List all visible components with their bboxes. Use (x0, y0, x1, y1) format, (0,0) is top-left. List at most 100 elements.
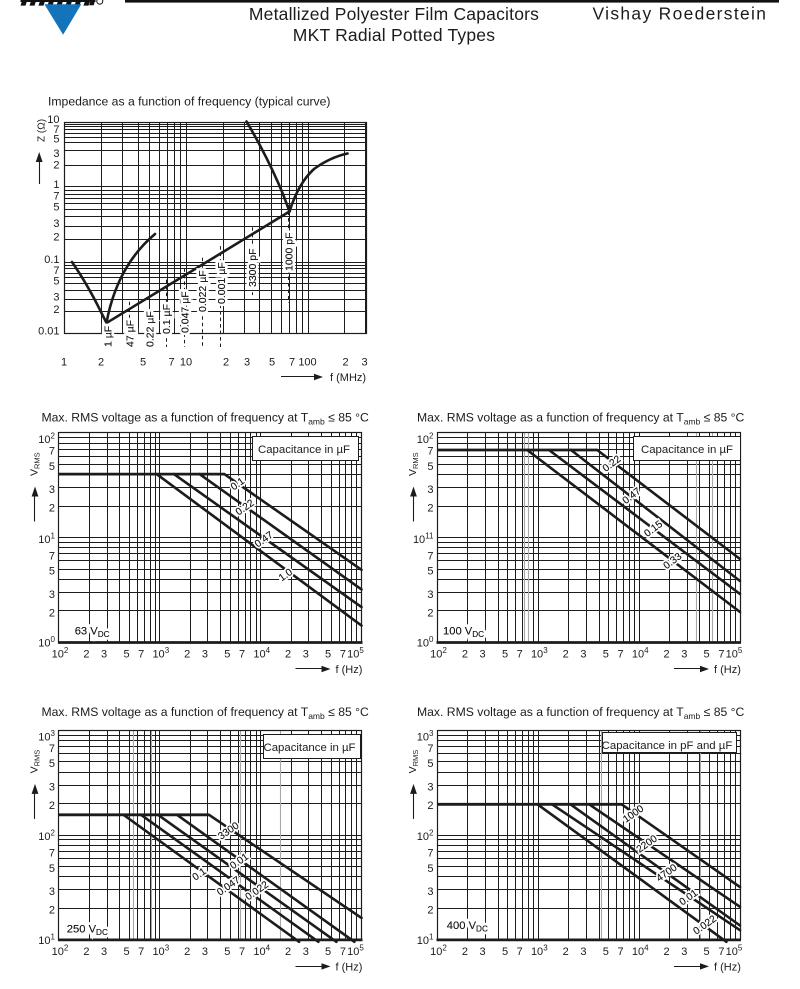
svg-text:5: 5 (502, 649, 508, 661)
svg-text:2: 2 (462, 946, 468, 958)
svg-text:5: 5 (53, 134, 59, 146)
svg-text:7: 7 (53, 265, 59, 277)
svg-text:Capacitance in pF and µF: Capacitance in pF and µF (602, 740, 733, 752)
svg-text:7: 7 (239, 946, 245, 958)
svg-text:2: 2 (223, 357, 229, 369)
svg-text:7: 7 (427, 550, 433, 562)
svg-text:3300 pF: 3300 pF (247, 248, 259, 287)
svg-text:Metallized Polyester Film Capa: Metallized Polyester Film Capacitors (249, 4, 539, 24)
svg-text:2: 2 (83, 946, 89, 958)
svg-text:2: 2 (427, 503, 433, 515)
svg-text:VRMS: VRMS (407, 452, 420, 476)
svg-text:7: 7 (53, 191, 59, 203)
svg-text:10: 10 (47, 114, 59, 126)
svg-text:3: 3 (53, 291, 59, 303)
svg-text:2: 2 (53, 159, 59, 171)
svg-text:104: 104 (253, 646, 270, 661)
svg-text:7: 7 (138, 946, 144, 958)
svg-text:0.022 µF: 0.022 µF (197, 270, 209, 312)
svg-text:0.01: 0.01 (38, 326, 59, 338)
svg-text:1 µF: 1 µF (102, 326, 114, 347)
svg-text:250 VDC: 250 VDC (67, 924, 108, 938)
svg-text:7: 7 (718, 946, 724, 958)
svg-text:3: 3 (49, 782, 55, 794)
svg-text:5: 5 (603, 649, 609, 661)
svg-text:3: 3 (480, 946, 486, 958)
svg-text:7: 7 (340, 946, 346, 958)
svg-text:7: 7 (49, 848, 55, 860)
svg-text:7: 7 (49, 743, 55, 755)
svg-text:Max. RMS voltage as a function: Max. RMS voltage as a function of freque… (417, 705, 745, 721)
svg-text:1: 1 (53, 179, 59, 191)
svg-text:VRMS: VRMS (29, 452, 42, 476)
svg-text:0.22 µF: 0.22 µF (144, 311, 156, 347)
svg-text:Max. RMS voltage as a function: Max. RMS voltage as a function of freque… (42, 705, 370, 721)
svg-text:0.1: 0.1 (191, 866, 209, 883)
svg-text:Max. RMS voltage as a function: Max. RMS voltage as a function of freque… (417, 411, 745, 427)
svg-text:1 µF: 1 µF (102, 326, 114, 347)
svg-text:5: 5 (49, 863, 55, 875)
svg-text:MKT Radial Potted Types: MKT Radial Potted Types (293, 25, 495, 45)
svg-text:7: 7 (168, 357, 174, 369)
svg-text:5: 5 (53, 276, 59, 288)
svg-text:f (Hz): f (Hz) (714, 961, 741, 973)
svg-text:102: 102 (430, 943, 447, 958)
svg-text:3: 3 (101, 946, 107, 958)
svg-text:103: 103 (417, 729, 434, 744)
svg-text:2: 2 (49, 905, 55, 917)
svg-text:102: 102 (417, 432, 434, 447)
svg-text:5: 5 (123, 649, 129, 661)
svg-text:1000 pF: 1000 pF (283, 232, 295, 271)
svg-text:2: 2 (53, 304, 59, 316)
svg-text:103: 103 (152, 943, 169, 958)
svg-text:7: 7 (427, 446, 433, 458)
svg-text:3: 3 (681, 649, 687, 661)
svg-text:2: 2 (663, 946, 669, 958)
svg-text:2: 2 (563, 946, 569, 958)
svg-text:7: 7 (517, 649, 523, 661)
svg-text:3: 3 (681, 946, 687, 958)
svg-text:63 VDC: 63 VDC (75, 626, 110, 640)
svg-text:7: 7 (617, 946, 623, 958)
svg-text:2: 2 (427, 607, 433, 619)
svg-text:7: 7 (53, 124, 59, 136)
svg-text:3: 3 (480, 649, 486, 661)
svg-text:102: 102 (417, 829, 434, 844)
svg-text:102: 102 (52, 943, 69, 958)
svg-text:3: 3 (202, 946, 208, 958)
svg-text:Capacitance in µF: Capacitance in µF (263, 742, 355, 754)
svg-text:3: 3 (303, 946, 309, 958)
svg-text:7: 7 (427, 743, 433, 755)
svg-text:5: 5 (53, 202, 59, 214)
svg-text:5: 5 (427, 758, 433, 770)
svg-text:0.001 µF: 0.001 µF (216, 262, 228, 304)
svg-text:3: 3 (49, 886, 55, 898)
svg-text:Vishay Roederstein: Vishay Roederstein (593, 3, 768, 23)
svg-text:103: 103 (531, 646, 548, 661)
svg-text:7: 7 (340, 649, 346, 661)
svg-text:5: 5 (49, 758, 55, 770)
svg-text:7: 7 (138, 649, 144, 661)
svg-text:5: 5 (140, 357, 146, 369)
svg-text:5: 5 (224, 649, 230, 661)
svg-text:7: 7 (427, 848, 433, 860)
svg-text:3: 3 (427, 484, 433, 496)
svg-text:VRMS: VRMS (29, 750, 42, 774)
svg-text:3: 3 (202, 649, 208, 661)
svg-text:105: 105 (347, 943, 364, 958)
svg-text:5: 5 (269, 357, 275, 369)
svg-text:2: 2 (663, 649, 669, 661)
svg-text:2: 2 (53, 231, 59, 243)
svg-text:100: 100 (298, 357, 316, 369)
svg-text:101: 101 (38, 531, 55, 546)
svg-text:2: 2 (462, 649, 468, 661)
svg-text:7: 7 (517, 946, 523, 958)
svg-text:3: 3 (361, 357, 367, 369)
svg-text:103: 103 (531, 943, 548, 958)
svg-text:102: 102 (430, 646, 447, 661)
svg-text:5: 5 (704, 649, 710, 661)
svg-text:5: 5 (603, 946, 609, 958)
svg-text:0.1: 0.1 (44, 254, 59, 266)
svg-text:0.1 µF: 0.1 µF (161, 304, 173, 334)
svg-text:3: 3 (427, 886, 433, 898)
